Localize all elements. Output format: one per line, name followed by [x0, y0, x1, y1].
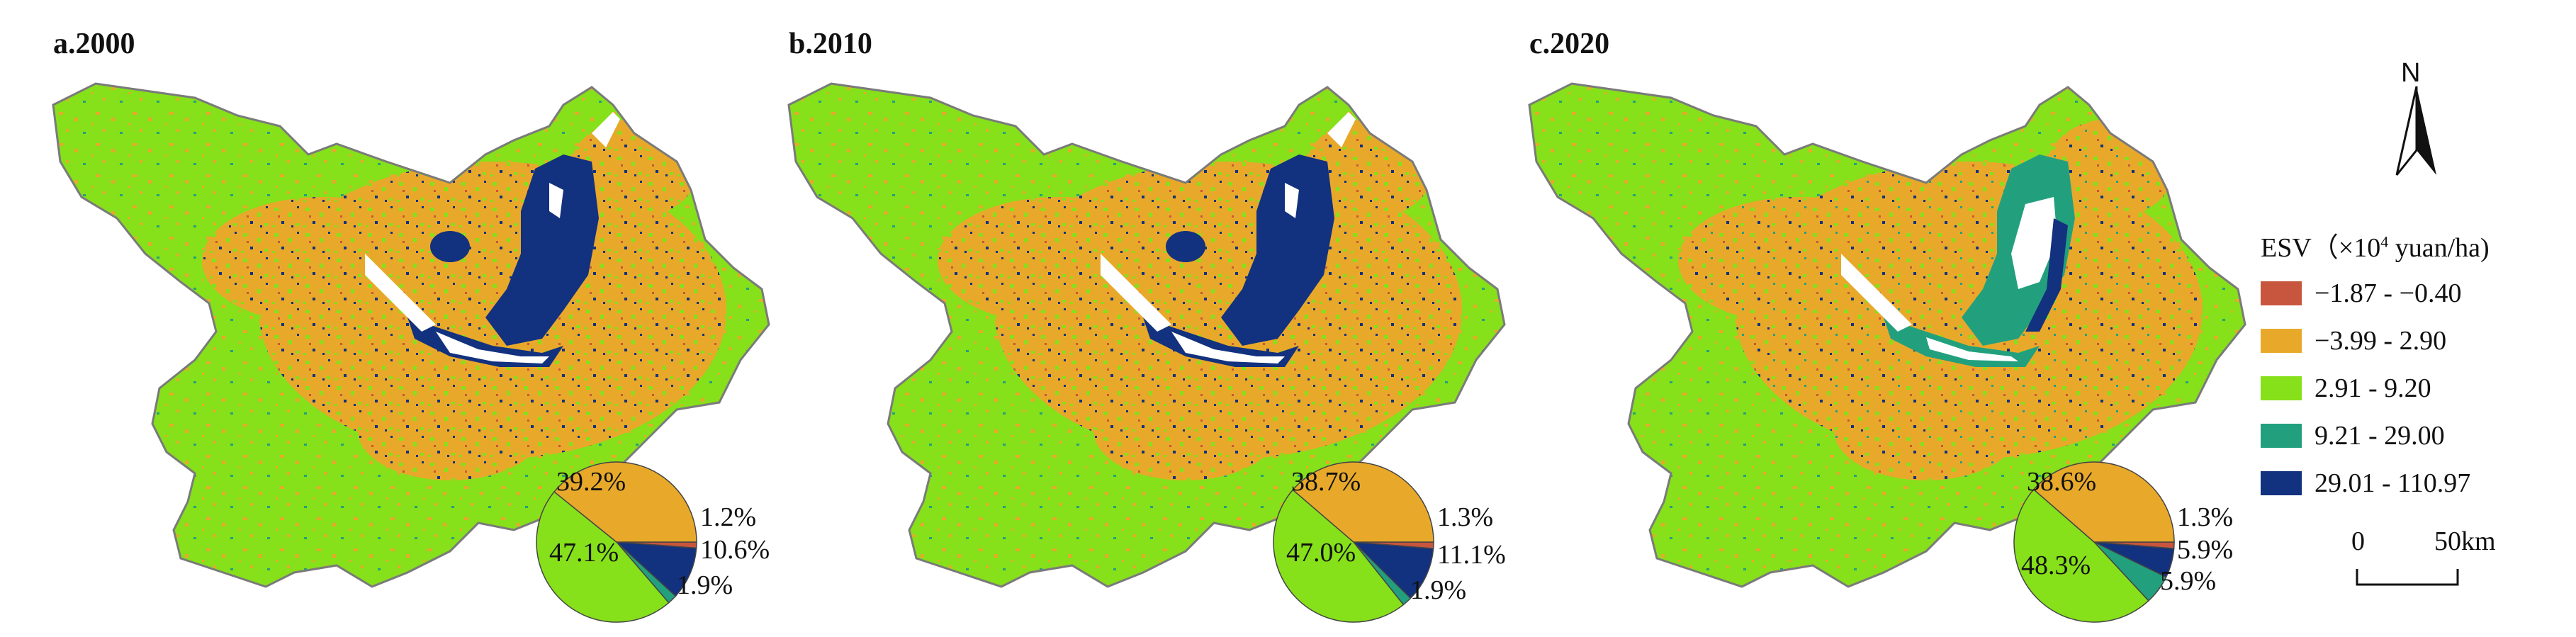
pie-slice: [553, 461, 697, 543]
pie-slice: [536, 491, 670, 623]
legend-title-exponent: 4: [2380, 232, 2389, 251]
scale-bar: [2356, 569, 2459, 586]
north-arrow-icon: [2395, 86, 2436, 176]
pie-slice: [614, 541, 697, 597]
pie-slice: [2032, 461, 2175, 543]
pie-label: 38.7%: [1291, 467, 1361, 497]
pie-label: 47.1%: [549, 538, 619, 568]
legend-title-prefix: ESV（×10: [2261, 233, 2381, 263]
panel-title-2020: c.2020: [1529, 28, 1610, 60]
scale-bar-distance: 50km: [2434, 526, 2496, 556]
pie-label: 1.9%: [1410, 575, 1466, 605]
legend-label-5: 29.01 - 110.97: [2315, 468, 2471, 498]
pie-label: 11.1%: [1437, 540, 1506, 570]
legend-title-suffix: yuan/ha): [2388, 233, 2490, 263]
legend-item-4: 9.21 - 29.00: [2261, 420, 2445, 451]
north-label: N: [2401, 58, 2421, 88]
panel-title-2010: b.2010: [789, 28, 872, 60]
scale-bar-zero: 0: [2351, 526, 2365, 556]
pie-slice: [1273, 489, 1405, 623]
pie-label: 38.6%: [2027, 467, 2096, 497]
legend-title: ESV（×104 yuan/ha): [2261, 225, 2490, 264]
legend-swatch-2: [2261, 329, 2302, 353]
pie-label: 5.9%: [2160, 566, 2216, 596]
legend-item-5: 29.01 - 110.97: [2261, 468, 2470, 499]
legend-item-3: 2.91 - 9.20: [2261, 373, 2431, 404]
pie-label: 1.3%: [1437, 502, 1493, 532]
pie-label: 39.2%: [556, 467, 626, 497]
legend-swatch-5: [2261, 471, 2302, 495]
pie-slice: [1292, 461, 1434, 543]
panel-title-2000: a.2000: [53, 28, 135, 60]
legend-swatch-3: [2261, 376, 2302, 400]
pie-slice: [2013, 488, 2149, 623]
pie-chart-2020: 1.3%5.9%5.9%48.3%38.6%: [2013, 461, 2233, 623]
legend-item-1: −1.87 - −0.40: [2261, 278, 2462, 309]
legend-label-3: 2.91 - 9.20: [2315, 373, 2431, 403]
pie-label: 48.3%: [2021, 551, 2091, 580]
legend-label-1: −1.87 - −0.40: [2315, 278, 2462, 308]
legend-swatch-1: [2261, 281, 2302, 305]
pie-label: 47.0%: [1286, 538, 1356, 568]
pie-label: 5.9%: [2177, 535, 2233, 565]
pie-label: 1.2%: [700, 502, 756, 532]
legend-label-2: −3.99 - 2.90: [2315, 326, 2447, 356]
legend-item-2: −3.99 - 2.90: [2261, 325, 2446, 356]
legend-swatch-4: [2261, 424, 2302, 448]
pie-chart-2010: 1.3% 11.1% 1.9% 47.0% 38.7%: [1273, 461, 1506, 623]
pie-chart-2000: 1.2%10.6% 1.9% 47.1% 39.2%: [536, 461, 770, 623]
pie-label: 1.3%: [2177, 502, 2233, 532]
pie-slice: [1352, 541, 1434, 599]
legend-label-4: 9.21 - 29.00: [2315, 421, 2445, 451]
pie-label: 1.9%: [677, 570, 733, 600]
pie-label: 10.6%: [700, 535, 770, 565]
